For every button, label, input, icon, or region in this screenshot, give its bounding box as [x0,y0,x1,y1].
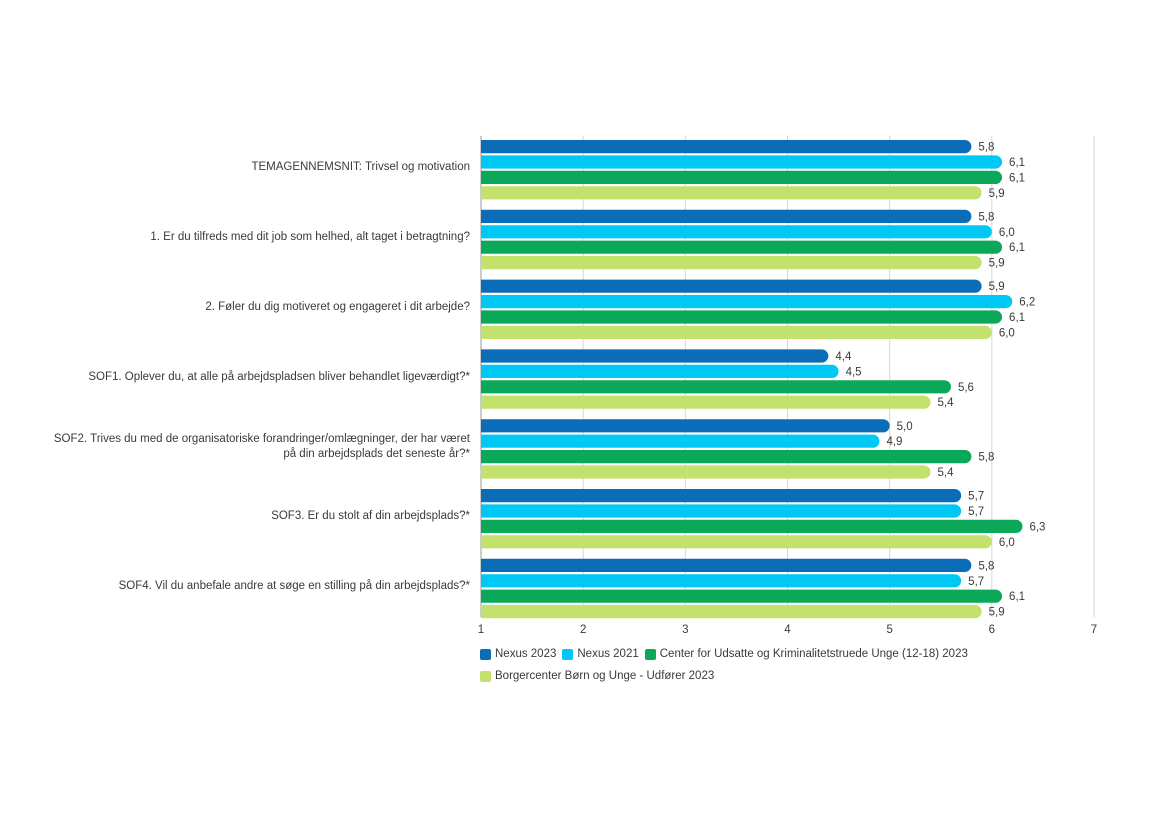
bar [481,465,931,479]
data-label: 6,1 [1009,242,1025,254]
bar [481,504,962,518]
bar [481,325,992,339]
data-label: 6,1 [1009,157,1025,169]
data-label: 6,0 [999,537,1015,549]
legend: Nexus 2023 Nexus 2021 Center for Udsatte o… [480,643,1100,687]
data-label: 5,8 [978,560,994,572]
bar [481,574,962,588]
data-label: 6,1 [1009,591,1025,603]
bar [481,155,1003,169]
legend-swatch [480,670,491,682]
category-label: SOF1. Oplever du, at alle på arbejdsplad… [88,370,470,383]
x-tick-label: 5 [886,624,892,636]
data-label: 4,4 [835,351,852,363]
bar [481,349,829,363]
category-label: 1. Er du tilfreds med dit job som helhed… [150,231,470,244]
data-label: 5,6 [958,382,974,394]
bar [481,140,972,154]
x-tick-label: 7 [1091,624,1097,636]
legend-label: Center for Udsatte og Kriminalitetstrued… [659,648,968,660]
bar [481,170,1003,184]
legend-label: Borgercenter Børn og Unge - Udfører 2023 [495,670,715,682]
data-label: 4,9 [886,436,902,448]
bar [481,589,1003,603]
bar [481,419,890,433]
category-label: 2. Føler du dig motiveret og engageret i… [205,301,470,313]
data-label: 5,4 [938,467,955,479]
legend-swatch [644,648,656,660]
data-label: 6,0 [999,227,1015,239]
bar [481,240,1003,254]
data-label: 5,8 [978,142,994,154]
bar [481,279,982,293]
data-label: 5,8 [978,452,994,464]
data-label: 6,0 [999,327,1015,339]
bar [481,380,951,394]
category-label: SOF4. Vil du anbefale andre at søge en s… [118,580,470,593]
legend-item: Nexus 2021 [562,643,639,665]
data-label: 6,3 [1029,521,1045,533]
bar [481,209,972,223]
bar [481,450,972,464]
legend-item: Borgercenter Børn og Unge - Udfører 2023 [480,665,714,687]
data-label: 5,9 [989,281,1005,293]
bar [481,519,1023,533]
legend-swatch [480,648,491,660]
legend-item: Center for Udsatte og Kriminalitetstrued… [644,643,968,665]
bar [481,295,1013,309]
legend-label: Nexus 2023 [495,648,557,660]
data-label: 5,7 [968,506,984,518]
bar [481,558,972,572]
data-label: 5,9 [989,188,1005,200]
legend-swatch [562,648,574,660]
data-label: 5,9 [989,607,1005,619]
bar [481,535,992,549]
category-label: SOF2. Trives du med de organisatoriske f… [53,433,470,461]
data-label: 6,1 [1009,172,1025,184]
x-tick-label: 2 [580,624,586,636]
bar [481,186,982,200]
data-label: 4,5 [846,366,862,378]
data-label: 5,0 [897,421,913,433]
x-tick-label: 1 [478,624,484,636]
data-label: 5,4 [938,397,955,409]
legend-label: Nexus 2021 [577,648,639,660]
bar [481,364,839,378]
x-tick-label: 3 [682,624,688,636]
data-label: 5,9 [989,258,1005,270]
bar [481,225,992,239]
category-label: TEMAGENNEMSNIT: Trivsel og motivation [251,161,470,174]
legend-item: Nexus 2023 [480,643,556,665]
x-tick-label: 6 [989,624,995,636]
data-label: 5,7 [968,576,984,588]
bar [481,395,931,409]
category-label: SOF3. Er du stolt af din arbejdsplads?* [271,510,470,523]
bar [481,434,880,448]
bar [481,256,982,270]
data-label: 6,1 [1009,312,1025,324]
x-tick-label: 4 [784,624,791,636]
bar [481,489,962,503]
bar [481,605,982,619]
data-label: 5,7 [968,491,984,503]
bar [481,310,1003,324]
data-label: 5,8 [978,211,994,223]
data-label: 6,2 [1019,297,1035,309]
